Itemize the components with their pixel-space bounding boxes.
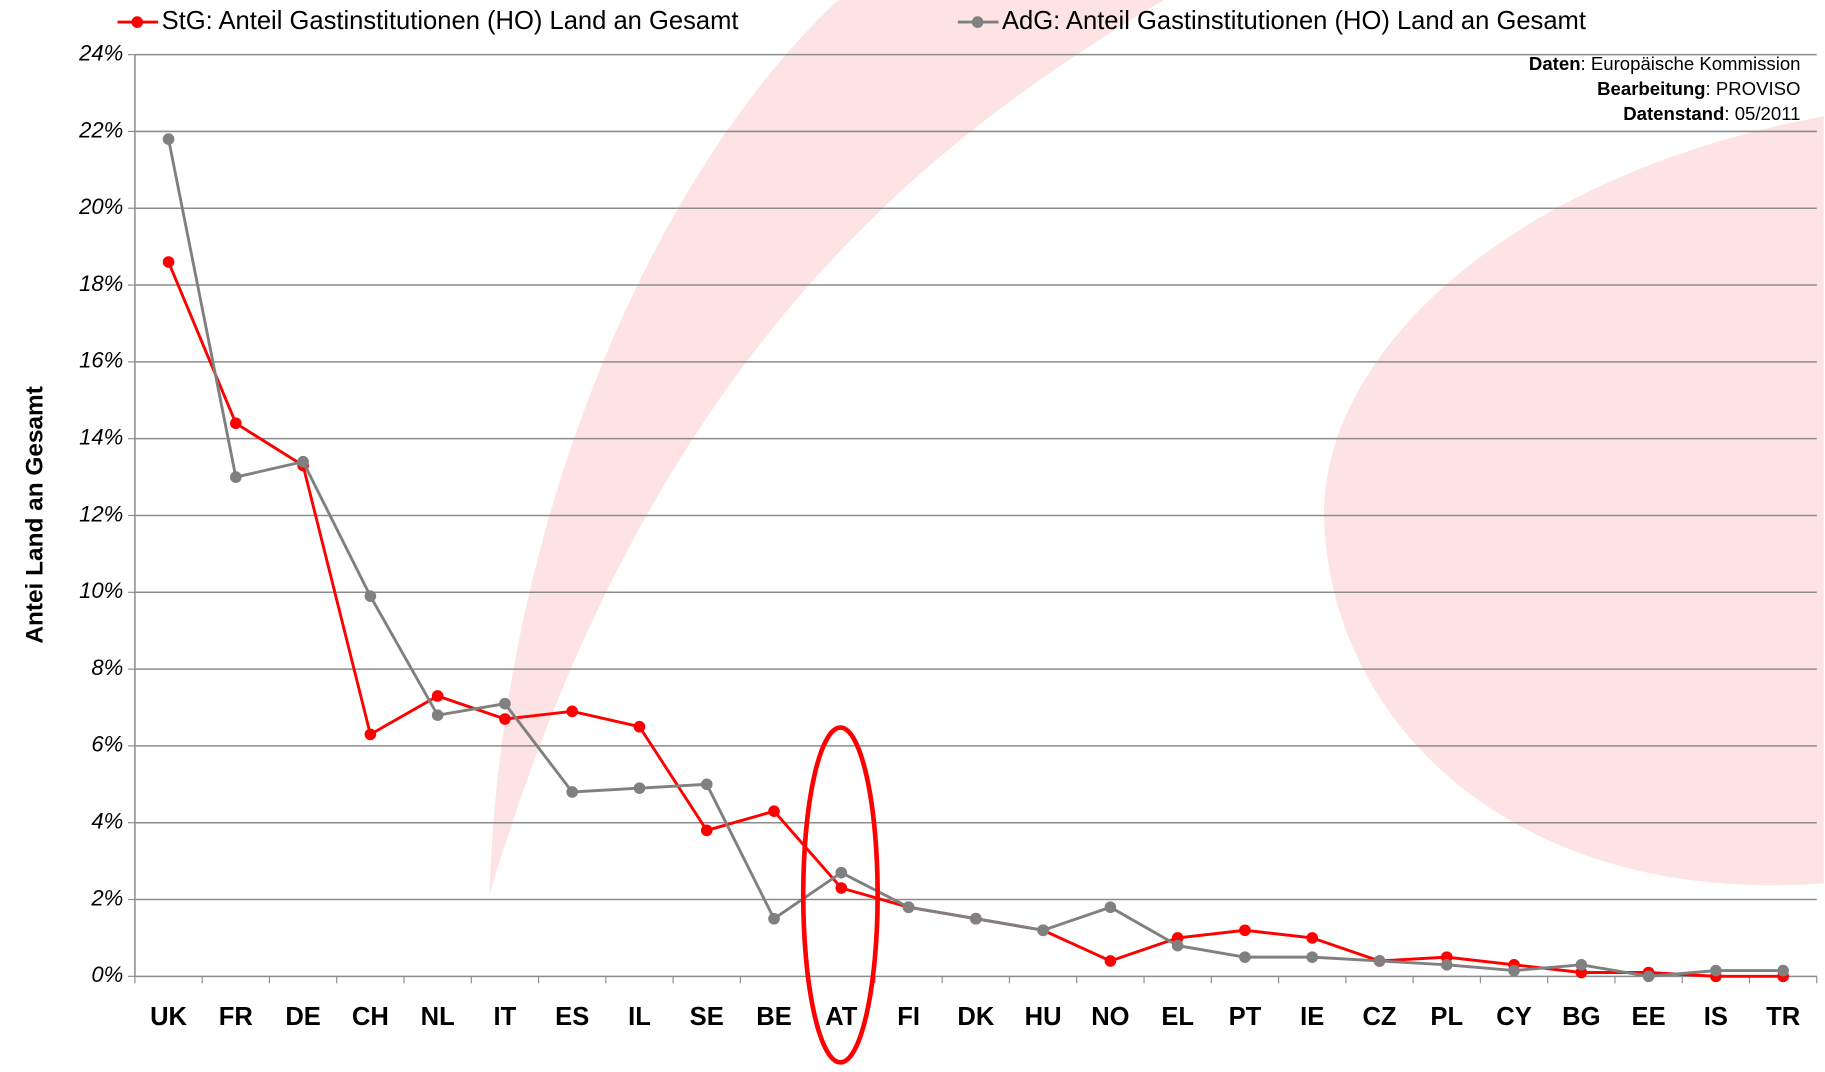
data-point bbox=[162, 133, 175, 145]
x-tick-label: PL bbox=[1430, 1003, 1463, 1031]
source-note: Daten: Europäische Kommission bbox=[1529, 53, 1801, 74]
data-point bbox=[700, 824, 713, 837]
data-point bbox=[1306, 951, 1319, 963]
data-point bbox=[431, 709, 444, 721]
source-note: Bearbeitung: PROVISO bbox=[1597, 78, 1800, 99]
x-tick-label: AT bbox=[825, 1003, 858, 1031]
x-tick-label: BE bbox=[756, 1003, 792, 1031]
data-point bbox=[1239, 924, 1251, 937]
x-tick-label: SE bbox=[690, 1003, 724, 1031]
data-point bbox=[566, 705, 579, 718]
data-point bbox=[902, 901, 915, 914]
data-point bbox=[970, 912, 982, 925]
x-tick-label: TR bbox=[1766, 1003, 1800, 1031]
x-tick-label: PT bbox=[1229, 1003, 1262, 1031]
x-tick-label: IT bbox=[494, 1003, 517, 1031]
x-tick-label: IS bbox=[1704, 1003, 1728, 1031]
data-point bbox=[633, 720, 646, 733]
data-point bbox=[768, 805, 780, 818]
data-point bbox=[835, 882, 848, 894]
legend-label: StG: Anteil Gastinstitutionen (HO) Land … bbox=[162, 7, 739, 35]
source-text: : PROVISO bbox=[1706, 78, 1801, 99]
x-tick-label: IE bbox=[1300, 1003, 1324, 1031]
source-label: Datenstand bbox=[1623, 103, 1724, 124]
data-point bbox=[162, 256, 175, 268]
data-point bbox=[835, 866, 848, 879]
source-label: Daten bbox=[1529, 53, 1581, 74]
y-tick-label: 22% bbox=[78, 117, 123, 142]
y-tick-label: 4% bbox=[91, 809, 123, 834]
y-tick-label: 12% bbox=[79, 501, 123, 526]
source-note: Datenstand: 05/2011 bbox=[1623, 103, 1800, 124]
data-point bbox=[364, 728, 377, 741]
x-tick-label: CY bbox=[1496, 1003, 1532, 1031]
data-point bbox=[1104, 955, 1117, 967]
background-swoosh bbox=[1323, 116, 1824, 886]
data-point bbox=[499, 697, 511, 710]
y-tick-label: 0% bbox=[91, 962, 123, 987]
data-point bbox=[297, 455, 309, 468]
data-point bbox=[499, 713, 511, 725]
y-tick-label: 14% bbox=[79, 425, 123, 450]
x-tick-label: HU bbox=[1025, 1003, 1062, 1031]
data-point bbox=[700, 778, 713, 791]
data-point bbox=[1037, 924, 1049, 937]
x-tick-label: NL bbox=[421, 1003, 455, 1031]
highlight-ellipse bbox=[800, 725, 880, 1065]
y-tick-label: 2% bbox=[90, 885, 123, 910]
data-point bbox=[1104, 901, 1117, 914]
data-point bbox=[1440, 959, 1453, 971]
y-tick-label: 24% bbox=[78, 40, 123, 65]
data-point bbox=[768, 912, 780, 925]
data-point bbox=[364, 590, 377, 602]
data-point bbox=[1777, 964, 1789, 977]
x-tick-label: ES bbox=[555, 1003, 589, 1031]
x-tick-label: IL bbox=[628, 1003, 651, 1031]
x-tick-label: FR bbox=[219, 1003, 253, 1031]
data-point bbox=[1710, 964, 1722, 977]
data-point bbox=[1239, 951, 1251, 963]
data-point bbox=[1642, 970, 1655, 983]
data-point bbox=[1508, 964, 1520, 977]
data-point bbox=[633, 782, 646, 794]
background-swoosh bbox=[489, 0, 1164, 895]
x-tick-label: UK bbox=[150, 1003, 187, 1031]
y-tick-label: 16% bbox=[79, 348, 123, 373]
data-point bbox=[1306, 932, 1319, 944]
x-tick-label: CZ bbox=[1362, 1003, 1396, 1031]
data-point bbox=[431, 690, 444, 702]
source-text: : Europäische Kommission bbox=[1581, 53, 1801, 74]
x-tick-label: FI bbox=[897, 1003, 920, 1031]
x-tick-label: BG bbox=[1562, 1003, 1600, 1031]
x-tick-label: CH bbox=[352, 1003, 389, 1031]
x-tick-label: EL bbox=[1161, 1003, 1194, 1031]
y-tick-label: 20% bbox=[78, 194, 123, 219]
x-tick-label: EE bbox=[1632, 1003, 1666, 1031]
x-tick-label: DK bbox=[957, 1003, 994, 1031]
y-tick-label: 6% bbox=[91, 732, 123, 757]
y-tick-label: 18% bbox=[79, 271, 123, 296]
x-tick-label: DE bbox=[285, 1003, 321, 1031]
x-tick-label: NO bbox=[1091, 1003, 1129, 1031]
data-point bbox=[230, 417, 242, 430]
data-point bbox=[1575, 959, 1588, 971]
data-point bbox=[230, 471, 242, 483]
data-point bbox=[566, 786, 579, 798]
data-point bbox=[1171, 939, 1184, 952]
legend-swatch bbox=[131, 16, 144, 28]
y-tick-label: 8% bbox=[91, 655, 123, 680]
source-text: : 05/2011 bbox=[1724, 103, 1800, 124]
legend-label: AdG: Anteil Gastinstitutionen (HO) Land … bbox=[1002, 7, 1586, 35]
source-label: Bearbeitung bbox=[1597, 78, 1705, 99]
legend-swatch bbox=[971, 16, 984, 28]
y-axis-label: Antei Land an Gesamt bbox=[22, 386, 49, 644]
data-point bbox=[1373, 955, 1386, 967]
y-tick-label: 10% bbox=[79, 578, 123, 603]
